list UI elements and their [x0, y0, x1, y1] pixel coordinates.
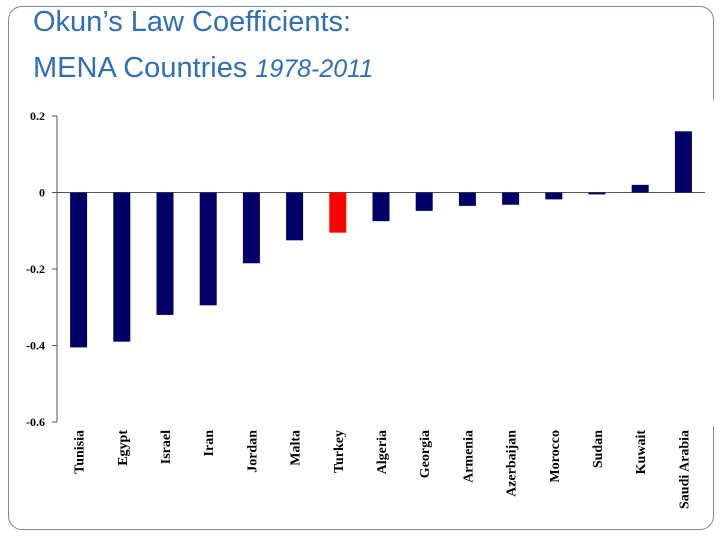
bar-tunisia — [70, 192, 88, 348]
y-tick-label: -0.4 — [26, 339, 45, 353]
category-label: Morocco — [548, 430, 563, 483]
y-tick-label: 0 — [39, 186, 45, 200]
category-label: Jordan — [245, 430, 260, 473]
category-label: Georgia — [418, 430, 433, 478]
bar-israel — [156, 192, 174, 315]
bar-jordan — [242, 192, 260, 264]
bar-morocco — [545, 192, 563, 200]
title-years-text: 1978-2011 — [255, 55, 374, 83]
category-label: Turkey — [332, 430, 347, 473]
title-region-text: MENA Countries — [33, 52, 248, 84]
category-label: Sudan — [591, 430, 606, 468]
category-label: Algeria — [375, 430, 390, 474]
bar-armenia — [458, 192, 476, 206]
category-label: Malta — [289, 430, 304, 466]
bar-georgia — [415, 192, 433, 211]
category-label: Iran — [202, 430, 217, 457]
bar-algeria — [372, 192, 390, 222]
bar-turkey — [329, 192, 347, 233]
y-tick-label: -0.2 — [26, 262, 45, 276]
category-label: Armenia — [461, 430, 476, 483]
bar-sudan — [588, 192, 606, 195]
y-tick-label: 0.2 — [30, 109, 45, 123]
bar-azerbaijan — [502, 192, 520, 205]
y-tick-label: -0.6 — [26, 415, 45, 429]
category-label: Tunisia — [73, 430, 88, 474]
bar-egypt — [113, 192, 131, 342]
bar-saudi-arabia — [674, 131, 692, 193]
slide-title-line-2: MENA Countries 1978-2011 — [33, 52, 373, 85]
bar-malta — [286, 192, 304, 241]
category-label: Kuwait — [634, 430, 649, 475]
category-label: Azerbaijan — [505, 430, 520, 497]
bar-iran — [199, 192, 217, 306]
category-label: Saudi Arabia — [677, 430, 692, 509]
bar-kuwait — [631, 184, 649, 193]
category-label: Egypt — [116, 430, 131, 466]
slide-title-line-1: Okun’s Law Coefficients: — [33, 6, 352, 38]
category-label: Israel — [159, 430, 174, 464]
